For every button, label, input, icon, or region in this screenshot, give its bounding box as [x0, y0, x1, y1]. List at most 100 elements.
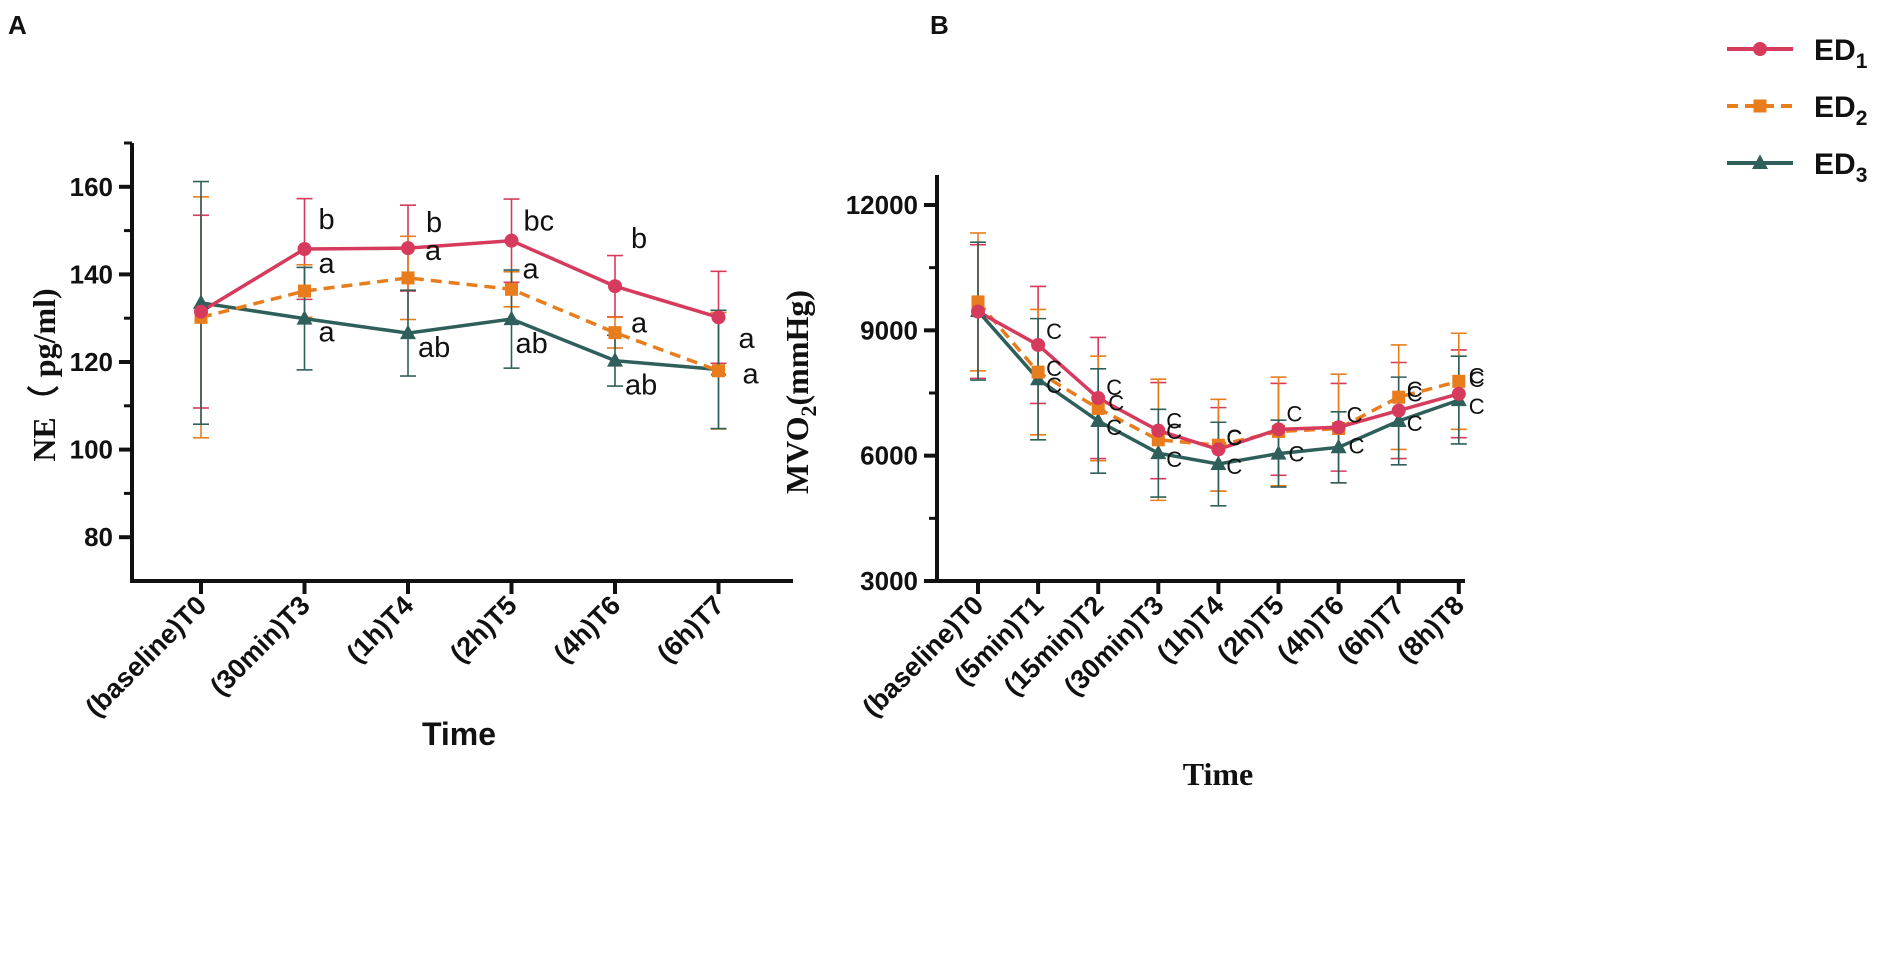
- x-axis-title: Time: [1183, 756, 1254, 792]
- legend-marker: [1753, 99, 1767, 113]
- data-point-ed1: [1091, 391, 1106, 406]
- significance-label: ab: [516, 328, 548, 360]
- axes: 30006000900012000(baseline)T0(5min)T1(15…: [779, 175, 1470, 792]
- y-tick-label: 160: [70, 172, 113, 202]
- data-point-ed1: [194, 304, 208, 319]
- significance-label: a: [523, 253, 540, 285]
- significance-label: C: [1349, 433, 1365, 458]
- x-tick-label: (6h)T7: [651, 590, 729, 668]
- legend-marker: [1752, 154, 1768, 169]
- x-tick-label: (2h)T5: [1211, 590, 1289, 668]
- significance-label: C: [1166, 419, 1182, 444]
- significance-label: C: [1407, 377, 1423, 402]
- significance-label: b: [426, 207, 442, 239]
- data-point-ed1: [608, 279, 622, 294]
- legend-label: ED1: [1814, 34, 1868, 73]
- x-tick-label: (baseline)T0: [80, 590, 213, 723]
- y-axis-title: NE（ pg/ml): [26, 288, 62, 461]
- y-tick-label: 80: [84, 522, 113, 552]
- significance-label: a: [739, 323, 756, 355]
- x-tick-label: (8h)T8: [1392, 590, 1470, 668]
- data-point-ed1: [971, 304, 985, 319]
- series-line-ed1: [200, 238, 720, 319]
- data-point-ed1: [1391, 403, 1406, 418]
- y-tick-label: 3000: [860, 566, 918, 596]
- x-tick-label: (4h)T6: [1271, 590, 1349, 668]
- data-point-ed2: [1031, 365, 1045, 379]
- data-point-ed1: [1031, 337, 1046, 352]
- chart-b: 30006000900012000(baseline)T0(5min)T1(15…: [779, 175, 1485, 792]
- significance-label: b: [631, 223, 647, 255]
- significance-label: ab: [625, 370, 657, 402]
- x-tick-label: (1h)T4: [341, 590, 419, 668]
- data-point-ed2: [298, 284, 311, 298]
- data-point-ed2: [1091, 401, 1105, 415]
- significance-label: C: [1469, 367, 1485, 392]
- data-point-ed1: [297, 241, 312, 256]
- data-point-ed3: [503, 310, 520, 326]
- legend-label: ED3: [1814, 148, 1867, 187]
- y-tick-label: 140: [70, 259, 113, 289]
- data-point-ed1: [1151, 423, 1166, 438]
- panel-label-b: B: [930, 10, 949, 40]
- data-point-ed1: [504, 233, 519, 248]
- significance-label: b: [319, 204, 335, 236]
- significance-label: a: [425, 235, 442, 267]
- significance-label: C: [1108, 390, 1124, 415]
- series-line-ed3: [200, 301, 719, 372]
- legend-item-ed1: ED1: [1727, 34, 1868, 73]
- significance-label: a: [631, 308, 648, 340]
- significance-label: a: [319, 317, 336, 349]
- significance-label: C: [1347, 402, 1363, 427]
- significance-label: C: [1226, 454, 1242, 479]
- significance-label: C: [1407, 411, 1423, 436]
- data-point-ed2: [971, 295, 985, 309]
- data-point-ed2: [505, 282, 518, 296]
- significance-label: C: [1046, 356, 1062, 381]
- data-point-ed2: [1392, 390, 1406, 404]
- legend: ED1 ED2 ED3: [1727, 34, 1868, 187]
- x-tick-label: (1h)T4: [1151, 590, 1229, 668]
- x-tick-label: (2h)T5: [444, 590, 522, 668]
- data-point-ed3: [1090, 412, 1107, 427]
- significance-label: C: [1287, 401, 1303, 426]
- data-point-ed1: [711, 310, 726, 325]
- y-tick-label: 100: [70, 435, 113, 465]
- significance-label: C: [1226, 425, 1242, 450]
- significance-label: a: [743, 358, 760, 390]
- chart-a: 80 100 120 140 160 (baseline)T0(30min)T3 (1h)T…: [26, 141, 793, 752]
- x-axis-title: Time: [422, 716, 496, 752]
- data-point-ed3: [607, 352, 623, 367]
- data-point-ed1: [401, 241, 415, 256]
- significance-label: C: [1226, 425, 1242, 450]
- data-point-ed3: [1330, 438, 1347, 454]
- data-point-ed2: [401, 271, 415, 285]
- significance-label: C: [1407, 382, 1423, 407]
- significance-label: C: [1469, 363, 1485, 388]
- data-point-ed1: [1331, 420, 1346, 435]
- data-point-ed2: [712, 364, 725, 378]
- data-point-ed2: [608, 326, 622, 340]
- data-point-ed3: [1390, 412, 1407, 427]
- legend-label: ED2: [1814, 91, 1867, 130]
- significance-label: C: [1046, 373, 1062, 398]
- axes: 80 100 120 140 160 (baseline)T0(30min)T3 (1h)T…: [26, 141, 793, 752]
- x-tick-label: (4h)T6: [548, 590, 626, 668]
- significance-label: bc: [524, 206, 555, 238]
- significance-label: C: [1166, 447, 1182, 472]
- y-tick-label: 12000: [846, 190, 918, 220]
- data-point-ed3: [400, 324, 416, 340]
- data-point-ed1: [1271, 422, 1286, 437]
- x-tick-label: (6h)T7: [1331, 590, 1409, 668]
- panel-label-a: A: [8, 10, 27, 40]
- data-point-ed3: [1210, 455, 1227, 471]
- significance-label: C: [1469, 394, 1485, 419]
- legend-item-ed2: ED2: [1727, 91, 1867, 130]
- significance-label: a: [319, 248, 336, 280]
- y-tick-label: 120: [70, 347, 113, 377]
- significance-label: ab: [418, 332, 450, 364]
- y-axis-title: MVO2(mmHg): [779, 290, 821, 494]
- x-tick-label: (30min)T3: [204, 590, 315, 701]
